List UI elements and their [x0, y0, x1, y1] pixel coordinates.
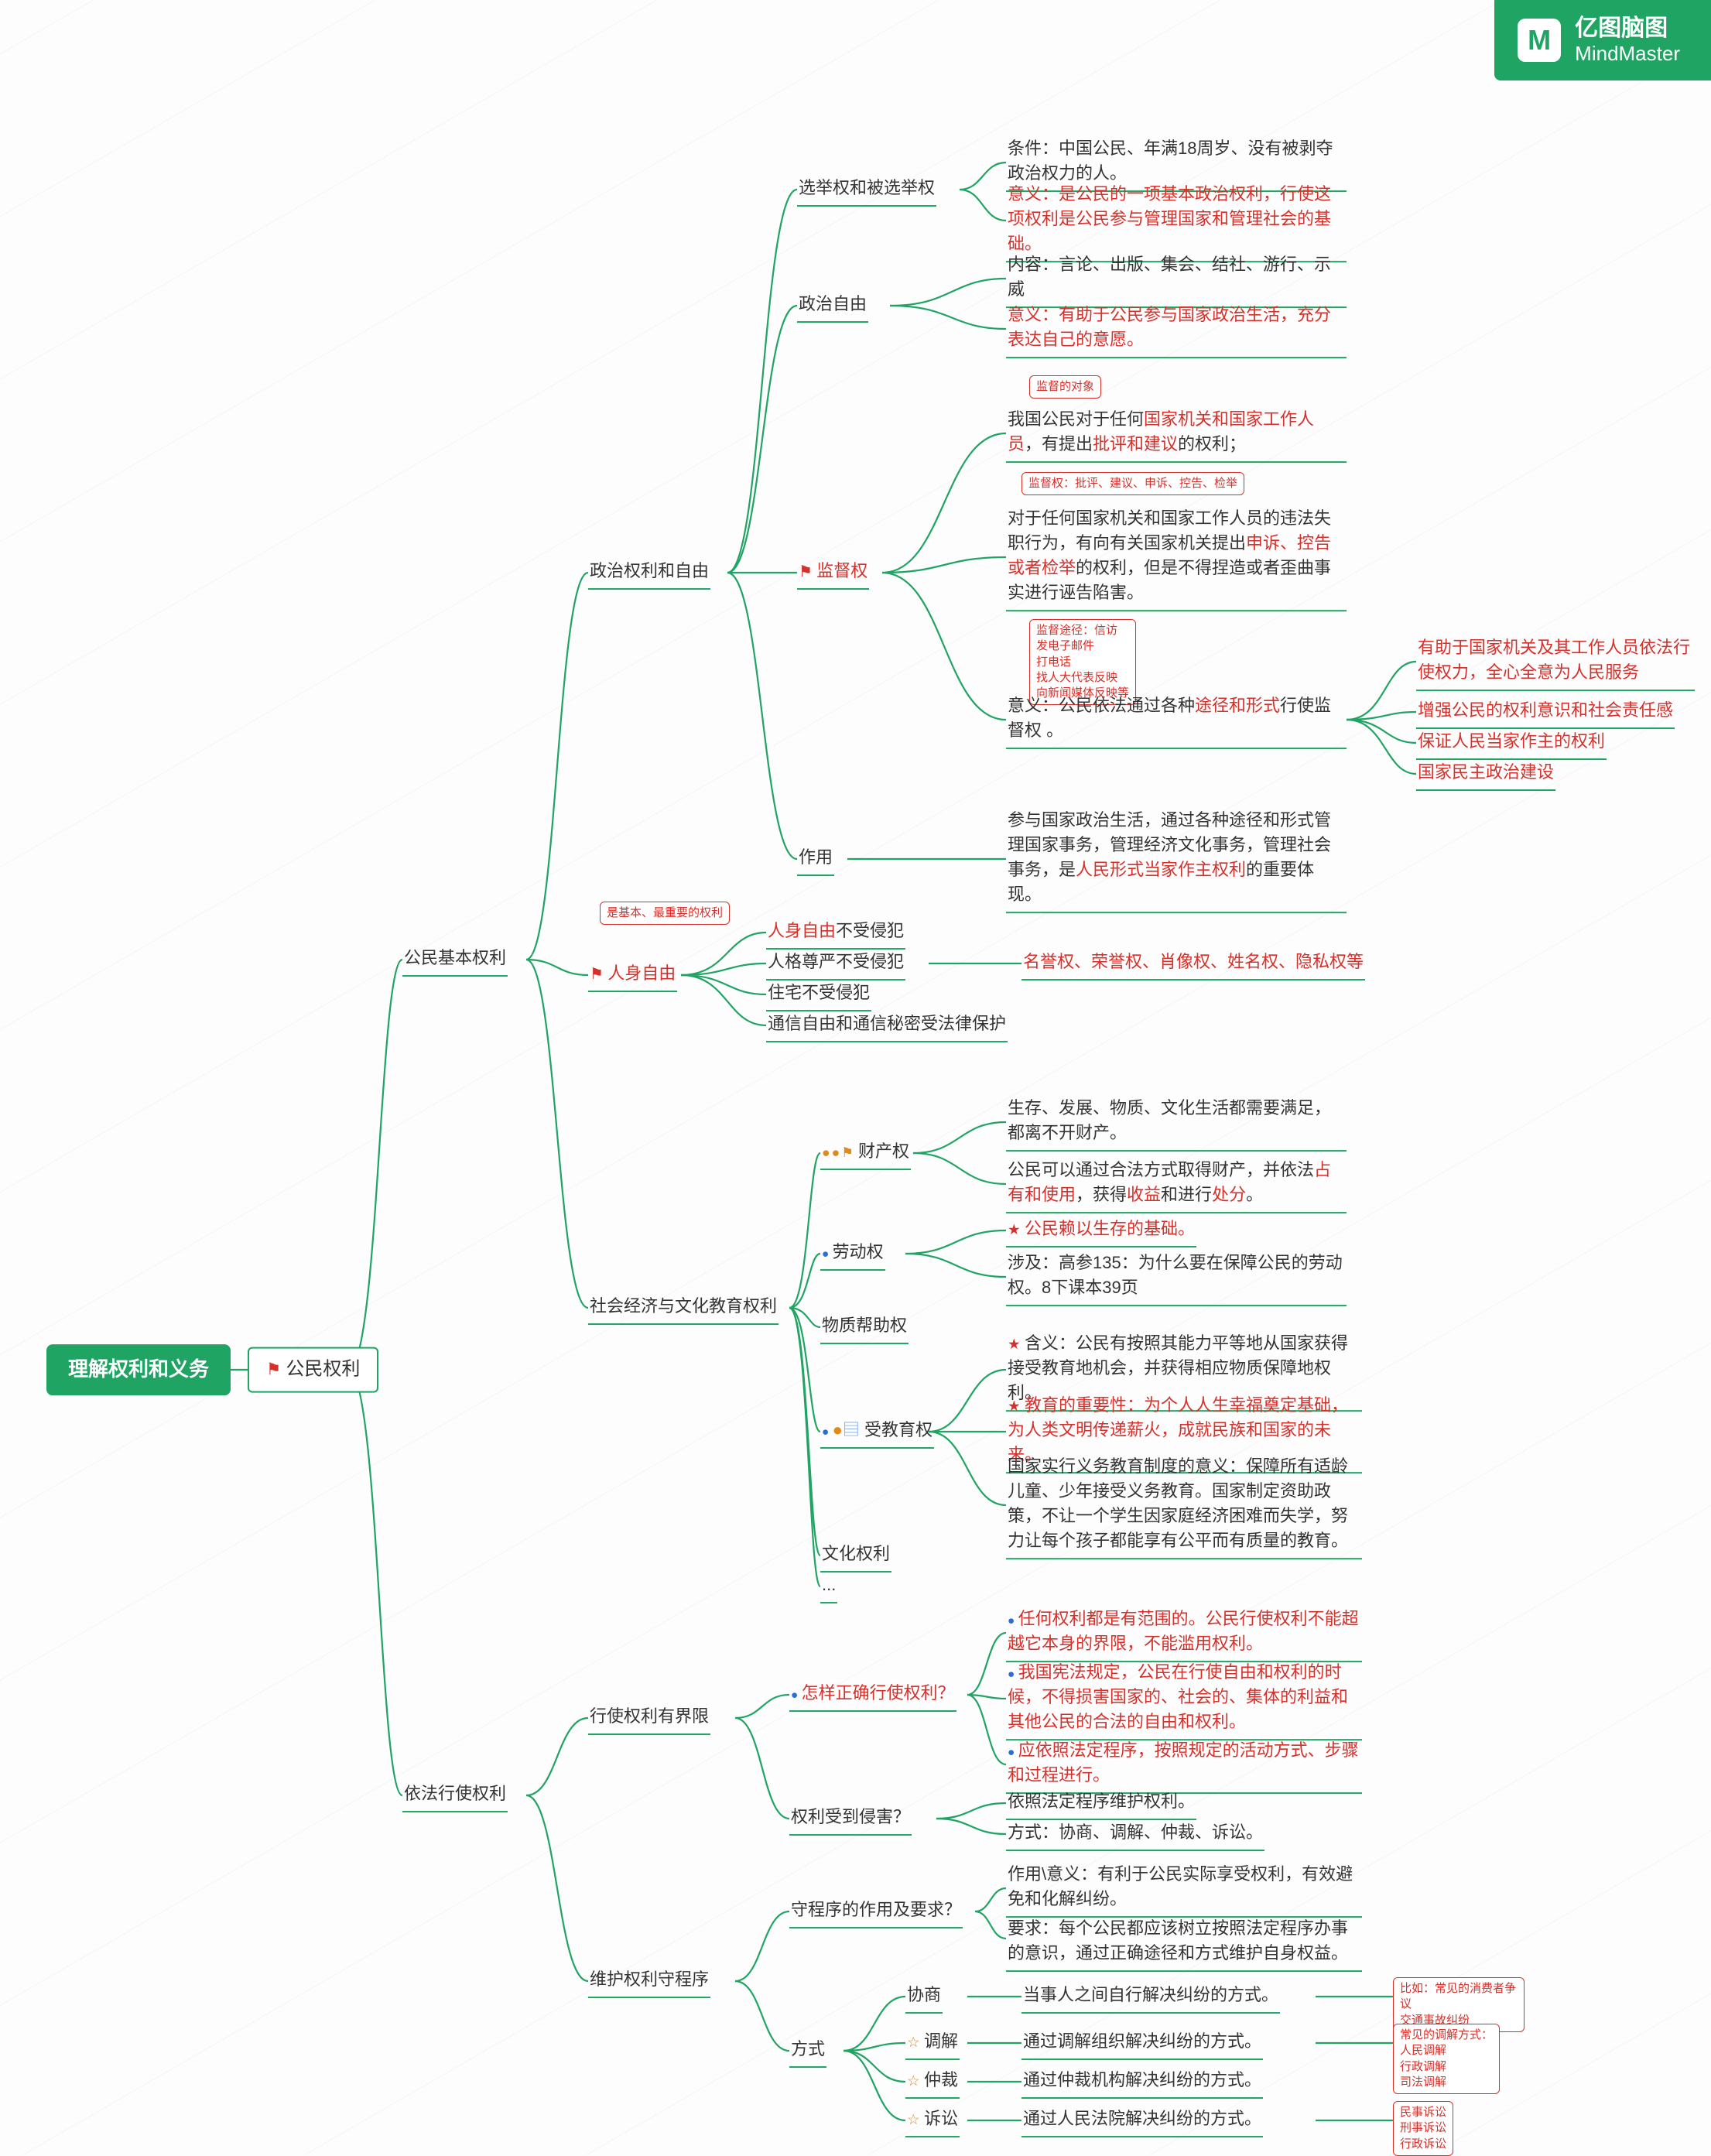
- node-labor[interactable]: 劳动权: [820, 1237, 885, 1271]
- leaf-way-litigate: 通过人民法院解决纠纷的方式。: [1021, 2103, 1263, 2137]
- leaf-way-mediate: 通过调解组织解决纠纷的方式。: [1021, 2026, 1263, 2060]
- note-supervise-rights: 监督权：批评、建议、申诉、控告、检举: [1021, 472, 1244, 495]
- leaf-personal-1: 人身自由不受侵犯: [766, 915, 905, 950]
- node-supervise[interactable]: 监督权: [797, 556, 869, 590]
- note-litigate: 民事诉讼 刑事诉讼 行政诉讼: [1393, 2101, 1453, 2156]
- node-way-mediate[interactable]: 调解: [905, 2026, 960, 2060]
- node-exercise-rights[interactable]: 依法行使权利: [402, 1778, 508, 1812]
- leaf-infr-1: 依照法定程序维护权利。: [1006, 1786, 1196, 1820]
- leaf-personal-3: 住宅不受侵犯: [766, 977, 871, 1011]
- node-way-litigate[interactable]: 诉讼: [905, 2103, 960, 2137]
- leaf-way-arbitrate: 通过仲裁机构解决纠纷的方式。: [1021, 2065, 1263, 2099]
- node-protect[interactable]: 维护权利守程序: [588, 1964, 710, 1998]
- leaf-personal-2: 人格尊严不受侵犯: [766, 946, 905, 980]
- leaf-supervise-3: 意义：公民依法通过各种途径和形式行使监督权 。: [1006, 690, 1347, 749]
- leaf-personal-2-ext: 名誉权、荣誉权、肖像权、姓名权、隐私权等: [1021, 946, 1365, 980]
- note-personal-basic: 是基本、最重要的权利: [600, 902, 730, 925]
- root-node[interactable]: 理解权利和义务: [46, 1344, 231, 1395]
- leaf-req-1: 作用\意义：有利于公民实际享受权利，有效避免和化解纠纷。: [1006, 1859, 1362, 1918]
- leaf-way-negotiate: 当事人之间自行解决纠纷的方式。: [1021, 1980, 1280, 2014]
- leaf-infr-2: 方式：协商、调解、仲裁、诉讼。: [1006, 1817, 1264, 1851]
- leaf-how-2: 我国宪法规定，公民在行使自由和权利的时候，不得损害国家的、社会的、集体的利益和其…: [1006, 1657, 1362, 1740]
- node-how-exercise[interactable]: 怎样正确行使权利？: [789, 1678, 956, 1712]
- leaf-labor-2: 涉及：高参135：为什么要在保障公民的劳动权。8下课本39页: [1006, 1247, 1347, 1306]
- node-way-negotiate[interactable]: 协商: [905, 1980, 943, 2014]
- node-vote[interactable]: 选举权和被选举权: [797, 173, 936, 207]
- node-limit[interactable]: 行使权利有界限: [588, 1701, 710, 1735]
- node-procedure-req[interactable]: 守程序的作用及要求？: [789, 1894, 963, 1928]
- leaf-property-1: 生存、发展、物质、文化生活都需要满足，都离不开财产。: [1006, 1093, 1347, 1152]
- node-personal-freedom[interactable]: 人身自由: [588, 958, 677, 992]
- node-education[interactable]: ●▤ 受教育权: [820, 1415, 934, 1449]
- node-infringed[interactable]: 权利受到侵害？: [789, 1802, 912, 1836]
- leaf-sig-3: 保证人民当家作主的权利: [1416, 726, 1607, 760]
- leaf-sig-1: 有助于国家机关及其工作人员依法行使权力，全心全意为人民服务: [1416, 632, 1695, 691]
- node-econ-culture[interactable]: 社会经济与文化教育权利: [588, 1291, 779, 1325]
- node-culture[interactable]: 文化权利: [820, 1538, 891, 1573]
- leaf-supervise-2: 对于任何国家机关和国家工作人员的违法失职行为，有向有关国家机关提出申诉、控告或者…: [1006, 503, 1347, 611]
- node-role[interactable]: 作用: [797, 842, 834, 876]
- leaf-supervise-1: 我国公民对于任何国家机关和国家工作人员，有提出批评和建议的权利；: [1006, 404, 1347, 463]
- node-ways[interactable]: 方式: [789, 2034, 826, 2068]
- node-citizen-rights[interactable]: 公民权利: [248, 1347, 378, 1393]
- leaf-how-3: 应依照法定程序，按照规定的活动方式、步骤和过程进行。: [1006, 1735, 1362, 1794]
- leaf-sig-2: 增强公民的权利意识和社会责任感: [1416, 695, 1675, 729]
- leaf-labor-1: 公民赖以生存的基础。: [1006, 1213, 1196, 1247]
- leaf-freedom-meaning: 意义：有助于公民参与国家政治生活，充分表达自己的意愿。: [1006, 299, 1347, 358]
- leaf-how-1: 任何权利都是有范围的。公民行使权利不能超越它本身的界限，不能滥用权利。: [1006, 1603, 1362, 1662]
- node-more[interactable]: ...: [820, 1569, 837, 1603]
- node-political[interactable]: 政治权利和自由: [588, 556, 710, 590]
- mindmap-canvas: 理解权利和义务 公民权利 公民基本权利 依法行使权利 政治权利和自由 选举权和被…: [0, 0, 1711, 2155]
- leaf-property-2: 公民可以通过合法方式取得财产，并依法占有和使用，获得收益和进行处分。: [1006, 1155, 1347, 1213]
- node-aid[interactable]: 物质帮助权: [820, 1310, 909, 1344]
- node-basic-rights[interactable]: 公民基本权利: [402, 943, 508, 977]
- node-political-freedom[interactable]: 政治自由: [797, 289, 868, 323]
- leaf-edu-3: 国家实行义务教育制度的意义：保障所有适龄儿童、少年接受义务教育。国家制定资助政策…: [1006, 1451, 1362, 1559]
- leaf-personal-4: 通信自由和通信秘密受法律保护: [766, 1008, 1008, 1042]
- leaf-req-2: 要求：每个公民都应该树立按照法定程序办事的意识，通过正确途径和方式维护自身权益。: [1006, 1913, 1362, 1972]
- leaf-role: 参与国家政治生活，通过各种途径和形式管理国家事务，管理经济文化事务，管理社会事务…: [1006, 805, 1347, 913]
- note-supervise-target: 监督的对象: [1029, 375, 1101, 399]
- node-property[interactable]: 财产权: [820, 1136, 911, 1170]
- node-way-arbitrate[interactable]: 仲裁: [905, 2065, 960, 2099]
- note-mediate: 常见的调解方式： 人民调解 行政调解 司法调解: [1393, 2024, 1500, 2094]
- leaf-sig-4: 国家民主政治建设: [1416, 757, 1555, 791]
